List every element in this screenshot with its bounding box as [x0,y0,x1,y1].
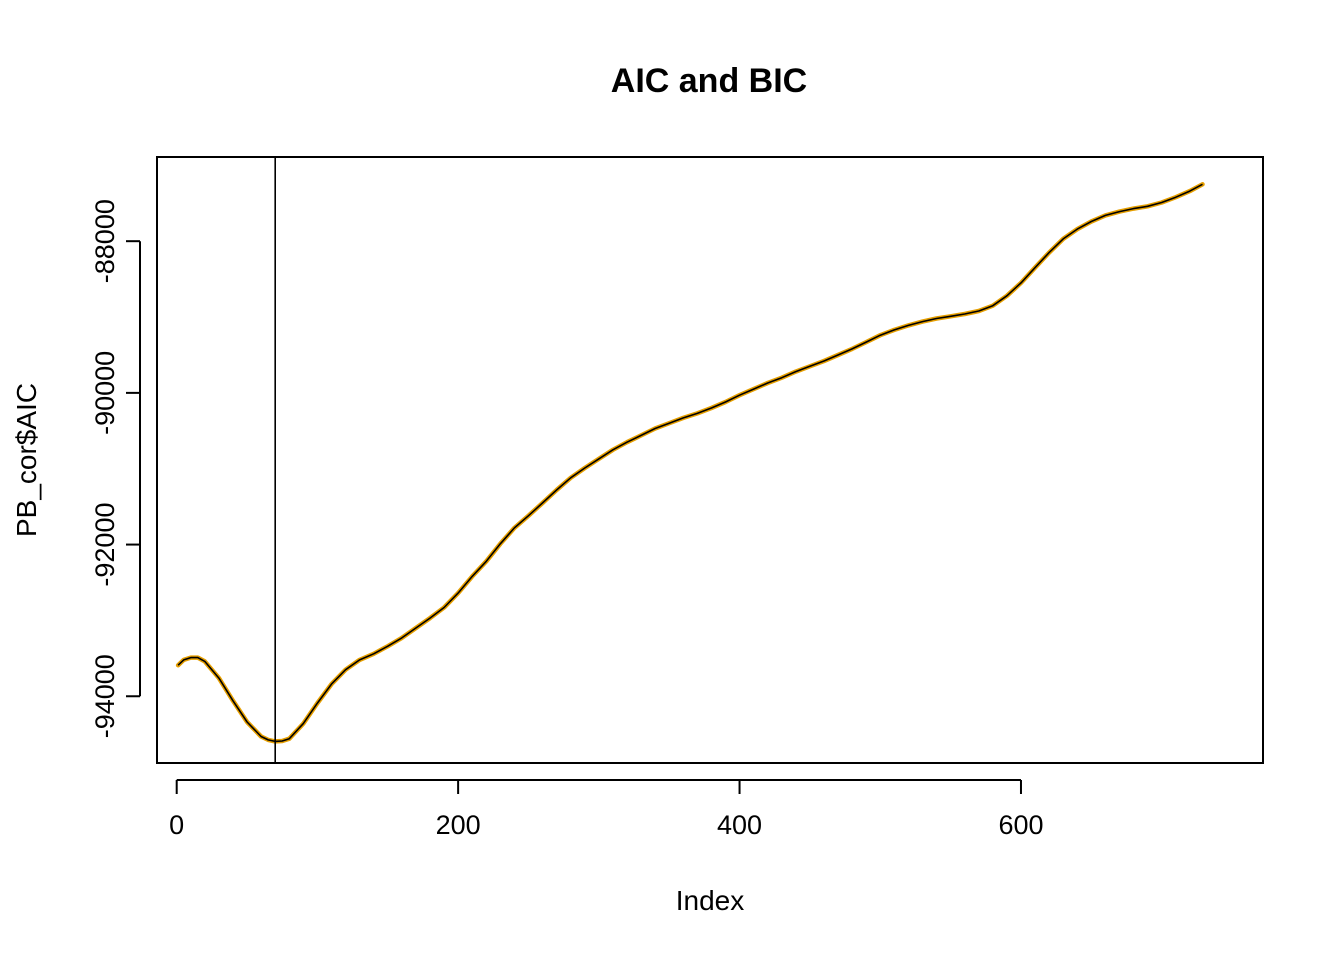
x-tick-label: 400 [717,810,762,840]
y-axis: -94000 -92000 -90000 -88000 [90,199,141,738]
series-line-aic-overlay [177,183,1203,743]
chart-title: AIC and BIC [611,62,807,100]
y-tick-label: -94000 [90,654,120,738]
x-axis-label: Index [676,885,745,916]
x-axis: 0 200 400 600 [169,779,1044,840]
x-tick-label: 200 [436,810,481,840]
y-tick-label: -92000 [90,503,120,587]
x-tick-label: 0 [169,810,184,840]
plot-area [175,157,1205,763]
y-axis-label: PB_cor$AIC [11,383,42,537]
series-line-aic [175,182,1205,744]
x-tick-label: 600 [998,810,1043,840]
y-tick-label: -90000 [90,351,120,435]
y-tick-label: -88000 [90,199,120,283]
plot-frame [156,156,1264,764]
